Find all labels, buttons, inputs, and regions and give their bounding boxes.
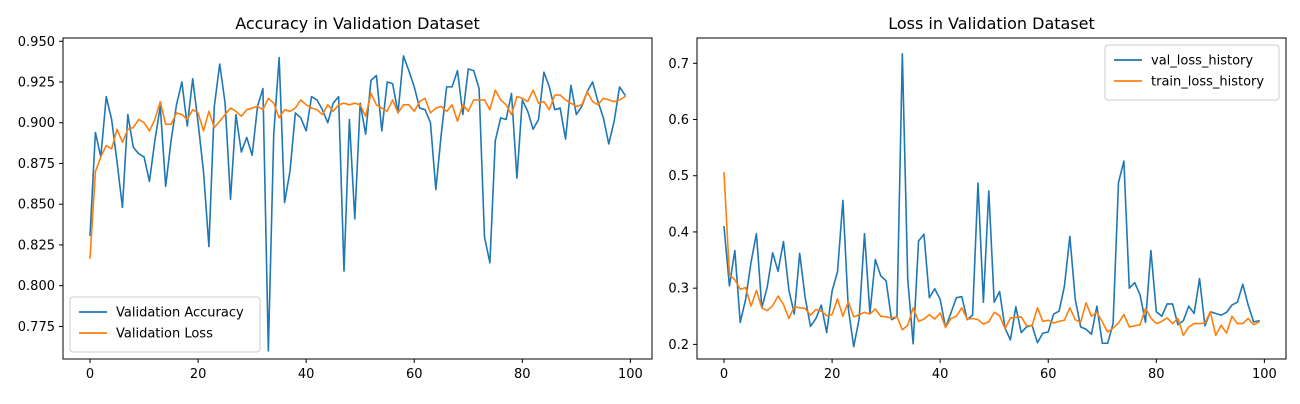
y-tick-label: 0.7 xyxy=(668,57,689,72)
legend-box xyxy=(1104,44,1280,101)
legend-box xyxy=(69,296,261,353)
y-tick-label: 0.900 xyxy=(18,116,55,131)
series-line-1 xyxy=(89,55,627,352)
series-line-1 xyxy=(723,52,1260,348)
legend-label: val_loss_history xyxy=(1151,54,1253,69)
x-tick-label: 60 xyxy=(406,367,423,382)
y-tick-label: 0.775 xyxy=(18,320,55,335)
legend: val_loss_history train_loss_history xyxy=(1104,44,1280,101)
x-tick-label: 0 xyxy=(720,367,728,382)
chart-title: Accuracy in Validation Dataset xyxy=(235,14,480,33)
y-tick-label: 0.3 xyxy=(668,282,689,297)
x-tick-label: 0 xyxy=(86,367,94,382)
x-tick-label: 80 xyxy=(514,367,531,382)
y-tick-label: 0.825 xyxy=(18,238,55,253)
y-tick-label: 0.875 xyxy=(18,157,55,172)
series-line-2 xyxy=(723,172,1261,337)
x-tick-label: 20 xyxy=(190,367,207,382)
plot-area-frame xyxy=(696,37,1287,360)
chart-panel-1: Accuracy in Validation Dataset 0 20 40 60 80 1… xyxy=(18,14,653,382)
y-tick-label: 0.950 xyxy=(18,35,55,50)
y-tick-label: 0.925 xyxy=(18,75,55,90)
y-tick-label: 0.800 xyxy=(18,279,55,294)
legend: Validation Accuracy Validation Loss xyxy=(69,296,261,353)
plot-area-frame xyxy=(62,37,653,360)
legend-label: Validation Accuracy xyxy=(116,306,244,321)
y-tick-label: 0.4 xyxy=(668,225,689,240)
chart-title: Loss in Validation Dataset xyxy=(888,14,1095,33)
x-tick-label: 40 xyxy=(932,367,949,382)
x-tick-label: 20 xyxy=(824,367,841,382)
x-tick-label: 60 xyxy=(1040,367,1057,382)
x-tick-label: 40 xyxy=(298,367,315,382)
y-tick-label: 0.5 xyxy=(668,169,689,184)
legend-label: train_loss_history xyxy=(1151,75,1264,90)
series-line-2 xyxy=(89,89,627,259)
x-tick-label: 80 xyxy=(1148,367,1165,382)
x-tick-label: 100 xyxy=(1252,367,1277,382)
x-tick-label: 100 xyxy=(618,367,643,382)
legend-label: Validation Loss xyxy=(116,327,213,342)
y-tick-label: 0.6 xyxy=(668,113,689,128)
y-tick-label: 0.2 xyxy=(668,338,689,353)
chart-panel-2: Loss in Validation Dataset 0 20 40 60 80 100 0.… xyxy=(668,14,1287,382)
y-tick-label: 0.850 xyxy=(18,198,55,213)
